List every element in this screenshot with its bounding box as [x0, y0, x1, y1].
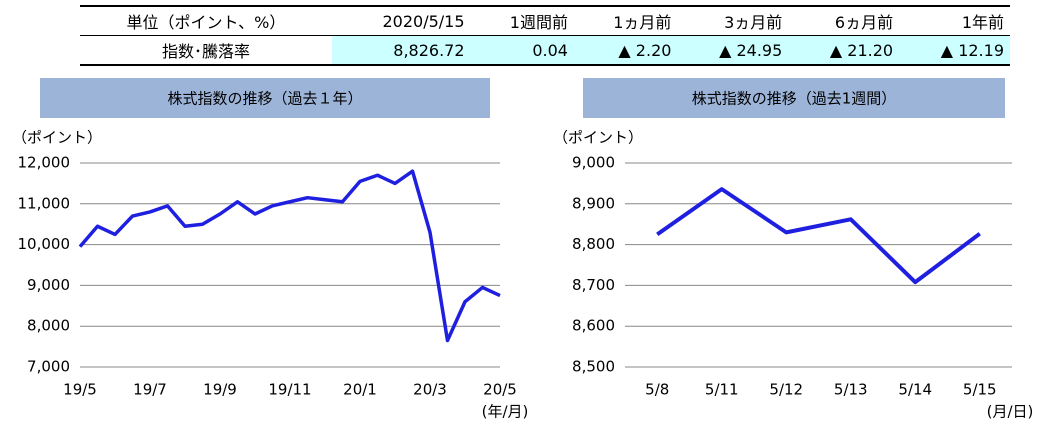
y-axis-label: （ポイント）: [12, 129, 102, 147]
header-cell: 1ヵ月前: [573, 5, 678, 36]
y-tick-label: 8,000: [27, 317, 70, 335]
x-tick-label: 5/14: [898, 381, 932, 399]
line: [78, 169, 501, 343]
line: [656, 187, 981, 285]
y-tick-label: 12,000: [18, 154, 71, 172]
chart-title: 株式指数の推移（過去１年）: [167, 90, 362, 108]
header-row: 単位（ポイント、%） 2020/5/15 1週間前 1ヵ月前 3ヵ月前 6ヵ月前…: [80, 5, 1010, 36]
title-box: [583, 78, 1005, 118]
x-tick-label: 5/12: [769, 381, 803, 399]
x-tick-label: 19/11: [268, 381, 311, 399]
y-tick-label: 10,000: [18, 235, 71, 253]
header-cell: 3ヵ月前: [677, 5, 789, 36]
y-axis-label: （ポイント）: [553, 129, 643, 147]
x-tick-label: 5/8: [645, 381, 669, 399]
header-cell: 1週間前: [470, 5, 574, 36]
cell: 8,826.72: [331, 35, 471, 66]
cell: 0.04: [470, 35, 574, 66]
x-tick-label: 20/3: [413, 381, 447, 399]
y-tick-label: 8,700: [572, 276, 615, 294]
y-tick-label: 8,800: [572, 235, 615, 253]
title-box: [40, 78, 490, 118]
x-tick-label: 20/1: [343, 381, 377, 399]
header-cell: 2020/5/15: [331, 5, 471, 36]
y-tick-label: 11,000: [18, 194, 71, 212]
x-tick-label: 19/5: [63, 381, 97, 399]
y-tick-label: 8,900: [572, 194, 615, 212]
y-tick-label: 7,000: [27, 358, 70, 376]
x-axis-label: (年/月): [482, 403, 529, 421]
summary-table: 単位（ポイント、%） 2020/5/15 1週間前 1ヵ月前 3ヵ月前 6ヵ月前…: [80, 5, 1010, 66]
header-cell: 6ヵ月前: [788, 5, 900, 36]
x-tick-label: 5/15: [963, 381, 997, 399]
header-cell: 1年前: [899, 5, 1010, 36]
x-tick-label: 5/11: [705, 381, 739, 399]
y-tick-label: 8,500: [572, 358, 615, 376]
x-tick-label: 19/7: [133, 381, 167, 399]
cell: ▲ 24.95: [677, 35, 789, 66]
x-axis-label: (月/日): [987, 403, 1034, 421]
row-label: 指数･騰落率: [80, 35, 332, 66]
data-row: 指数･騰落率 8,826.72 0.04 ▲ 2.20 ▲ 24.95 ▲ 21…: [80, 35, 1010, 66]
cell: ▲ 12.19: [899, 35, 1010, 66]
x-tick-label: 20/5: [483, 381, 517, 399]
y-tick-label: 9,000: [572, 154, 615, 172]
y-tick-label: 9,000: [27, 276, 70, 294]
cell: ▲ 21.20: [788, 35, 900, 66]
y-tick-label: 8,600: [572, 317, 615, 335]
cell: ▲ 2.20: [573, 35, 678, 66]
header-cell: 単位（ポイント、%）: [80, 5, 332, 36]
chart-title: 株式指数の推移（過去1週間）: [692, 90, 897, 108]
x-tick-label: 19/9: [203, 381, 237, 399]
x-tick-label: 5/13: [834, 381, 868, 399]
